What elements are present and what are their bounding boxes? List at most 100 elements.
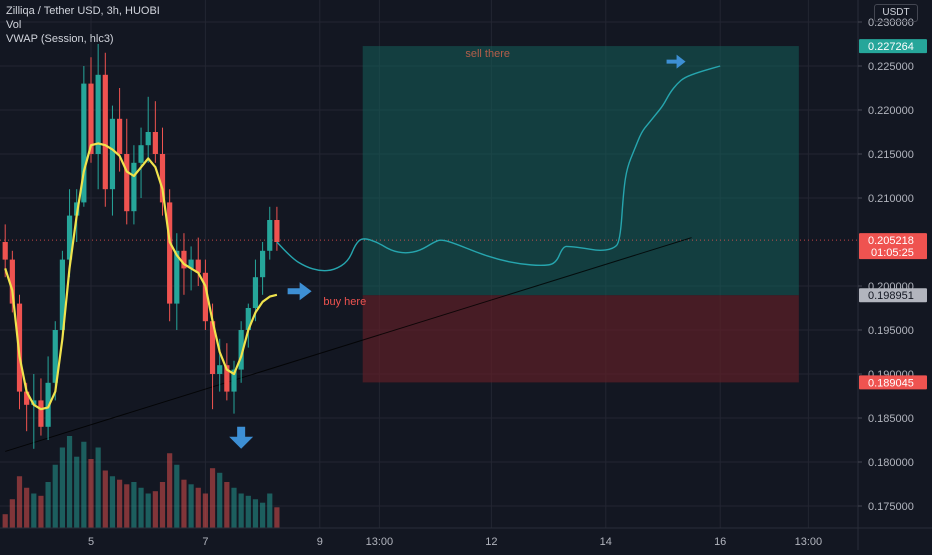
candle[interactable] (260, 242, 266, 295)
candle[interactable] (224, 343, 230, 401)
candle-body (245, 308, 251, 330)
volume-bar (217, 472, 223, 528)
candle-body (138, 145, 144, 163)
candle-body (81, 83, 87, 203)
volume-bar (124, 484, 130, 528)
volume-bars (2, 436, 280, 528)
volume-bar (202, 493, 208, 528)
volume-bar (224, 482, 230, 528)
candle-body (188, 259, 194, 269)
candle-body (38, 400, 44, 427)
candles (2, 44, 280, 449)
candle[interactable] (152, 101, 158, 163)
price-tag-label: 0.198951 (868, 290, 914, 302)
volume-bar (81, 441, 87, 528)
volume-bar (181, 479, 187, 528)
candle[interactable] (195, 237, 201, 286)
y-tick-label: 0.175000 (868, 501, 914, 513)
candle-body (59, 259, 65, 330)
candle[interactable] (38, 378, 44, 436)
volume-bar (38, 495, 44, 528)
price-tag (859, 375, 927, 390)
sell-there-label[interactable]: sell there (465, 48, 510, 60)
candle-body (224, 365, 230, 392)
candle[interactable] (131, 145, 137, 225)
candle[interactable] (45, 356, 51, 440)
candle[interactable] (245, 303, 251, 348)
volume-bar (9, 499, 15, 528)
candle[interactable] (267, 206, 273, 260)
candle[interactable] (159, 127, 166, 216)
candle-body (252, 277, 259, 308)
price-tag (859, 233, 927, 260)
candle-body (202, 272, 208, 322)
candle[interactable] (102, 52, 108, 207)
volume-bar (59, 447, 65, 528)
candle[interactable] (95, 44, 101, 190)
arrow-down-icon[interactable] (229, 426, 254, 449)
price-axis[interactable] (858, 0, 932, 550)
candle-body (231, 369, 237, 392)
volume-bar (267, 493, 273, 528)
price-tag-label: 0.227264 (868, 41, 914, 53)
arrow-right-icon[interactable] (666, 54, 686, 69)
candle[interactable] (31, 374, 37, 449)
projection-path[interactable] (276, 65, 721, 272)
candle-body (152, 132, 158, 154)
candle-body (238, 330, 244, 370)
candle[interactable] (138, 127, 144, 198)
volume-bar (131, 482, 137, 528)
vwap-indicator-label[interactable]: VWAP (Session, hlc3) (6, 33, 114, 45)
candle[interactable] (145, 96, 151, 163)
trend-line[interactable] (5, 237, 692, 452)
volume-bar (16, 476, 23, 528)
volume-bar (145, 493, 151, 528)
profit-zone[interactable] (362, 46, 799, 296)
volume-bar (231, 487, 237, 528)
y-tick-label: 0.185000 (868, 413, 914, 425)
x-tick-label: 14 (600, 536, 612, 548)
loss-zone[interactable] (362, 295, 799, 383)
volume-bar (2, 514, 8, 528)
volume-indicator-label[interactable]: Vol (6, 19, 22, 31)
volume-bar (138, 487, 144, 528)
volume-bar (45, 482, 51, 528)
candle[interactable] (59, 250, 65, 339)
x-tick-label: 12 (485, 536, 497, 548)
currency-button[interactable]: USDT (874, 4, 918, 22)
candle[interactable] (81, 66, 87, 207)
y-tick-label: 0.210000 (868, 193, 914, 205)
candle[interactable] (238, 321, 244, 383)
volume-bar (245, 495, 251, 528)
candle-body (209, 321, 216, 374)
chart-legend: Zilliqa / Tether USD, 3h, HUOBI Vol VWAP… (6, 4, 160, 46)
candle-body (217, 365, 223, 374)
x-tick-label: 9 (317, 536, 323, 548)
arrow-right-icon[interactable] (287, 282, 312, 301)
candle-body (167, 202, 173, 304)
candle[interactable] (9, 250, 15, 313)
candle[interactable] (274, 206, 280, 251)
buy-here-label[interactable]: buy here (323, 296, 366, 308)
volume-bar (260, 502, 266, 528)
candle-body (88, 83, 94, 154)
candle-body (109, 118, 116, 190)
volume-bar (74, 456, 80, 528)
vwap-line[interactable] (4, 142, 278, 411)
volume-bar (31, 493, 37, 528)
symbol-title[interactable]: Zilliqa / Tether USD, 3h, HUOBI (6, 5, 160, 17)
candle-body (181, 250, 187, 269)
volume-bar (52, 464, 58, 528)
volume-bar (195, 487, 201, 528)
candle[interactable] (167, 189, 173, 322)
volume-bar (95, 447, 101, 528)
candle-body (195, 259, 201, 273)
candle[interactable] (174, 233, 180, 330)
candle[interactable] (109, 105, 116, 216)
candle[interactable] (202, 259, 208, 330)
candle[interactable] (231, 360, 237, 414)
countdown-label: 01:05:25 (871, 247, 914, 259)
candle-body (145, 132, 151, 146)
